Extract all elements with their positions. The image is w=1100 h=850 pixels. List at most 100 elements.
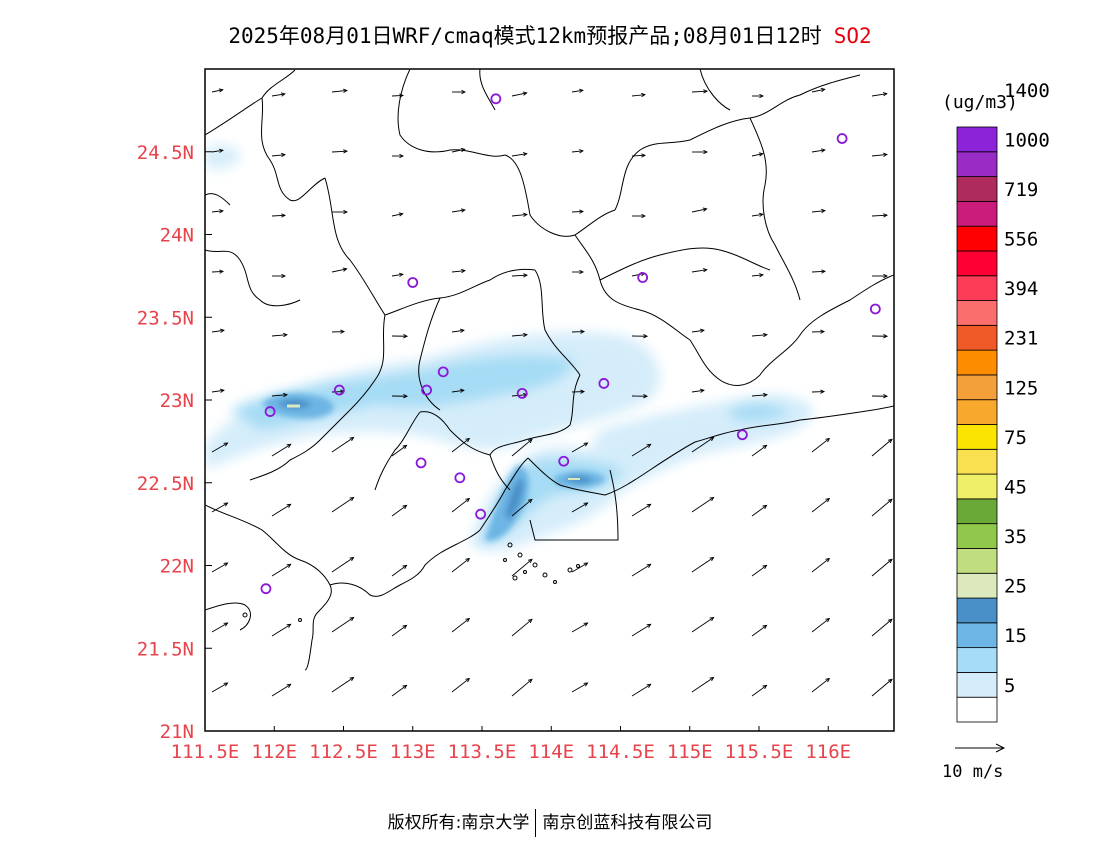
wind-arrow-head	[699, 388, 705, 393]
wind-arrow	[211, 502, 228, 513]
wind-arrow	[451, 678, 470, 693]
wind-arrow-head	[402, 444, 408, 450]
wind-arrow-head	[286, 443, 292, 448]
legend-label: 25	[1004, 576, 1027, 598]
wind-arrow	[571, 89, 583, 93]
wind-arrow	[631, 503, 651, 517]
legend-swatch	[956, 349, 998, 376]
wind-arrow-head	[709, 496, 715, 502]
copyright-footer: 版权所有:南京大学 南京创蓝科技有限公司	[0, 808, 1100, 837]
wind-arrow-head	[825, 677, 831, 683]
station-marker	[264, 406, 276, 417]
wind-arrow	[811, 558, 830, 573]
wind-arrow-head	[579, 149, 584, 154]
monitoring-stations	[260, 93, 881, 595]
legend-swatch	[956, 473, 998, 500]
wind-arrow	[751, 625, 767, 637]
wind-arrow	[691, 497, 714, 513]
wind-arrow-head	[762, 624, 768, 630]
wind-arrow	[391, 273, 403, 277]
wind-arrow	[331, 268, 347, 273]
wind-arrow	[331, 150, 348, 153]
wind-arrow	[751, 153, 763, 157]
wind-arrow-head	[398, 212, 404, 217]
wind-arrow-head	[762, 504, 768, 510]
legend-swatch	[956, 300, 998, 326]
legend-swatch	[956, 448, 998, 475]
wind-arrow	[511, 153, 527, 157]
wind-arrow-head	[281, 273, 287, 279]
wind-arrow	[271, 93, 285, 97]
legend-label: 45	[1004, 476, 1027, 498]
wind-arrow-head	[820, 87, 826, 93]
legend-swatch	[956, 523, 998, 549]
wind-arrow	[871, 214, 888, 217]
wind-arrow	[511, 274, 528, 277]
wind-arrow	[451, 209, 465, 213]
y-tick-label: 21.5N	[137, 638, 194, 660]
wind-arrow	[391, 213, 403, 217]
wind-arrow	[811, 678, 830, 693]
wind-arrow-head	[825, 497, 831, 503]
wind-arrow-head	[465, 677, 471, 683]
wind-arrow-head	[703, 89, 709, 94]
wind-arrow	[211, 89, 223, 93]
wind-arrow-head	[340, 329, 346, 334]
wind-arrow-head	[646, 503, 652, 508]
wind-arrow-head	[646, 563, 652, 568]
wind-arrow	[331, 557, 354, 573]
wind-arrow	[391, 94, 404, 97]
legend-swatch	[956, 250, 998, 277]
wind-arrow	[631, 563, 651, 577]
wind-arrow-head	[461, 89, 467, 95]
wind-arrow-head	[223, 442, 229, 447]
title-species: SO2	[833, 24, 872, 48]
x-tick-label: 113.5E	[448, 741, 517, 763]
admin-boundaries	[205, 69, 894, 541]
wind-arrow	[271, 443, 291, 457]
wind-arrow	[331, 89, 347, 93]
wind-arrow-head	[459, 388, 465, 393]
wind-arrow-head	[223, 502, 229, 507]
wind-arrow-head	[643, 394, 649, 399]
wind-arrow-head	[402, 624, 408, 630]
wind-arrow-head	[460, 208, 466, 213]
legend-swatch	[956, 622, 998, 649]
wind-arrow-head	[887, 438, 893, 444]
wind-arrow	[871, 498, 893, 517]
wind-arrow-head	[527, 558, 533, 564]
wind-arrow-head	[223, 682, 229, 687]
wind-arrow-head	[699, 328, 705, 333]
footer-right: 南京创蓝科技有限公司	[542, 813, 713, 833]
wind-arrow	[751, 565, 767, 577]
wind-arrow-head	[703, 149, 709, 155]
wind-arrow	[511, 678, 533, 697]
wind-arrow	[811, 270, 826, 273]
wind-arrow	[271, 623, 291, 637]
legend-swatch	[956, 151, 998, 177]
wind-arrow-head	[349, 496, 355, 502]
wind-arrow	[871, 93, 887, 97]
wind-arrow-head	[583, 442, 589, 447]
wind-arrow	[451, 618, 470, 633]
wind-arrow	[871, 438, 893, 457]
y-tick-label: 24N	[160, 225, 194, 247]
wind-arrow-head	[219, 388, 225, 393]
wind-arrow-head	[283, 332, 288, 338]
wind-arrow-head	[342, 267, 348, 272]
wind-arrow-head	[219, 209, 224, 214]
wind-arrow-head	[641, 92, 646, 98]
wind-arrow-head	[399, 153, 405, 159]
wind-arrow	[511, 558, 533, 577]
wind-arrow	[211, 562, 228, 573]
wind-arrow-head	[465, 497, 471, 503]
wind-arrow	[751, 213, 763, 217]
wind-arrow-head	[702, 207, 708, 212]
wind-arrow	[571, 150, 583, 153]
wind-arrow	[571, 562, 588, 573]
legend-swatch	[956, 176, 998, 202]
wind-arrow-head	[579, 209, 585, 214]
x-tick-label: 115E	[667, 741, 713, 763]
wind-arrow-head	[883, 394, 889, 399]
